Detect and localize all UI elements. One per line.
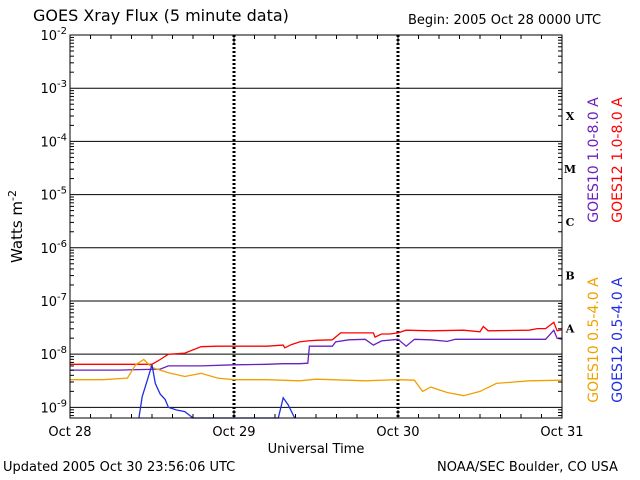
legend-entry: GOES12 0.5-4.0 A: [610, 277, 626, 403]
series-goes12-1-0-8-0-a: [70, 321, 563, 365]
x-tick-label: Oct 30: [376, 425, 419, 440]
legend-entry: GOES12 1.0-8.0 A: [610, 97, 626, 223]
x-tick-label: Oct 28: [48, 425, 91, 440]
series-goes10-0-5-4-0-a: [70, 358, 563, 397]
y-axis-label: Watts m-2: [6, 190, 26, 263]
x-tick-label: Oct 29: [212, 425, 255, 440]
chart-title: GOES Xray Flux (5 minute data): [33, 6, 289, 25]
legend-entry: GOES10 0.5-4.0 A: [586, 277, 602, 403]
flare-class-label: A: [565, 323, 575, 336]
series-goes10-1-0-8-0-a: [70, 328, 563, 371]
y-tick-label: 10-7: [40, 292, 67, 310]
y-tick-label: 10-5: [40, 186, 67, 204]
data-source: NOAA/SEC Boulder, CO USA: [437, 460, 618, 475]
flare-class-label: C: [566, 216, 575, 229]
x-axis-label: Universal Time: [268, 442, 365, 457]
plot-frame: [69, 34, 563, 419]
y-tick-label: 10-8: [40, 345, 67, 363]
legend-entry: GOES10 1.0-8.0 A: [586, 97, 602, 223]
y-tick-label: 10-6: [40, 239, 67, 257]
flare-class-label: X: [566, 110, 575, 123]
flare-class-label: M: [564, 163, 576, 176]
y-tick-label: 10-3: [40, 79, 67, 97]
series-goes12-0-5-4-0-a: [138, 364, 296, 419]
begin-time: Begin: 2005 Oct 28 0000 UTC: [408, 13, 602, 28]
flare-class-label: B: [565, 269, 574, 282]
updated-timestamp: Updated 2005 Oct 30 23:56:06 UTC: [3, 460, 236, 475]
x-tick-label: Oct 31: [540, 425, 583, 440]
y-tick-label: 10-9: [40, 398, 67, 416]
y-tick-label: 10-2: [40, 26, 67, 44]
y-tick-label: 10-4: [40, 132, 67, 150]
